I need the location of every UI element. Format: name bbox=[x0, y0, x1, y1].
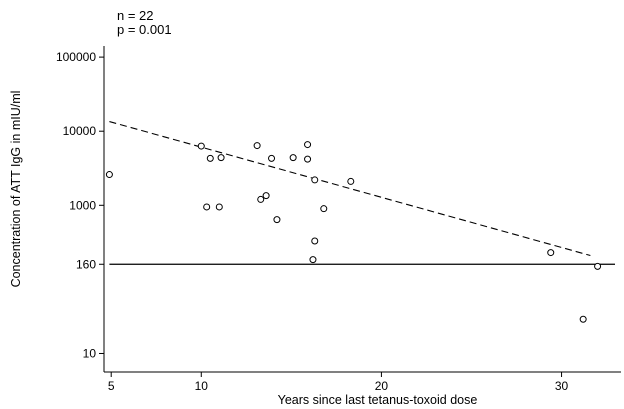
chart-labels: 10 160 1000 10000 100000 5 10 20 30 n = 22p = 0.0… bbox=[9, 8, 569, 407]
data-point bbox=[253, 142, 261, 150]
data-point bbox=[206, 154, 214, 162]
y-tick-label: 10000 bbox=[63, 124, 97, 138]
x-axis-title: Years since last tetanus-toxoid dose bbox=[278, 393, 478, 404]
fit-line bbox=[109, 121, 591, 257]
y-tick-label: 100000 bbox=[56, 50, 96, 64]
data-point bbox=[217, 154, 225, 162]
data-points bbox=[105, 141, 602, 323]
y-axis-title: Concentration of ATT IgG in mIU/ml bbox=[9, 91, 23, 288]
x-tick-label: 30 bbox=[555, 379, 569, 393]
data-point bbox=[320, 205, 328, 213]
data-point bbox=[197, 142, 205, 150]
annotation-n: n = 22 bbox=[117, 8, 154, 23]
data-point bbox=[311, 237, 319, 245]
data-point bbox=[594, 262, 602, 270]
data-point bbox=[304, 141, 312, 149]
data-point bbox=[257, 195, 265, 203]
data-point bbox=[289, 154, 297, 162]
data-point bbox=[105, 171, 113, 179]
data-point bbox=[579, 315, 587, 323]
data-point bbox=[311, 176, 319, 184]
data-point bbox=[215, 203, 223, 211]
data-point bbox=[547, 249, 555, 257]
chart-lines bbox=[109, 121, 615, 265]
axes bbox=[99, 46, 621, 377]
x-tick-label: 10 bbox=[195, 379, 209, 393]
data-point bbox=[273, 216, 281, 224]
y-tick-label: 160 bbox=[76, 257, 96, 271]
annotation-p: p = 0.001 bbox=[117, 22, 172, 37]
y-tick-label: 1000 bbox=[69, 198, 96, 212]
data-point bbox=[309, 256, 317, 264]
data-point bbox=[268, 154, 276, 162]
data-point bbox=[304, 155, 312, 163]
data-point bbox=[347, 177, 355, 185]
data-point bbox=[262, 192, 270, 200]
x-tick-label: 5 bbox=[108, 379, 115, 393]
data-point bbox=[203, 203, 211, 211]
y-tick-label: 10 bbox=[83, 346, 97, 360]
x-tick-label: 20 bbox=[375, 379, 389, 393]
